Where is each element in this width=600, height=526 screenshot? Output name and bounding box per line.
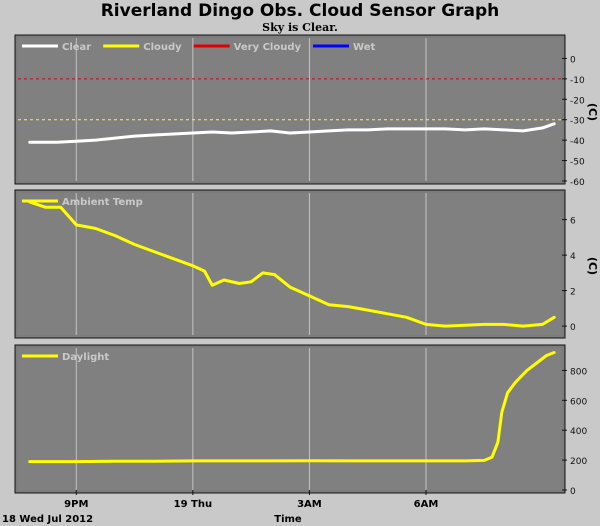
x-tick-labels: 9PM 19 Thu 3AM 6AM: [64, 490, 438, 510]
legend: Clear Cloudy Very Cloudy Wet: [22, 42, 375, 53]
y-tick-label: -60: [570, 178, 585, 188]
y-tick-label: 0: [570, 487, 576, 497]
x-tick-label: 9PM: [64, 499, 88, 510]
y-tick-labels: 0 -10 -20 -30 -40 -50 -60: [562, 55, 585, 188]
legend-label: Daylight: [62, 352, 109, 363]
y-tick-label: 0: [570, 323, 576, 333]
y-tick-labels: 0 2 4 6: [562, 217, 576, 333]
series-line: [28, 122, 556, 144]
legend-label: Clear: [62, 42, 91, 53]
series-lines: [28, 200, 556, 328]
x-axis-label: Time: [274, 514, 302, 525]
y-axis-label: (C): [586, 103, 599, 121]
series-lines: [28, 351, 556, 464]
y-tick-label: -30: [570, 117, 585, 127]
legend-label: Wet: [353, 42, 375, 53]
y-tick-label: -20: [570, 96, 585, 106]
ambient-temp-panel: Ambient Temp 0 2 4 6 (C): [14, 189, 599, 339]
page-title: Riverland Dingo Obs. Cloud Sensor Graph: [100, 1, 500, 21]
series-line: [28, 200, 556, 328]
y-tick-label: 4: [570, 252, 576, 262]
daylight-panel: Daylight 0 200 400 600 800: [14, 344, 587, 497]
x-tick-label: 3AM: [297, 499, 322, 510]
y-axis-label: (C): [586, 257, 599, 275]
y-tick-label: 400: [570, 427, 587, 437]
y-tick-labels: 0 200 400 600 800: [562, 367, 587, 497]
legend-label: Ambient Temp: [62, 197, 143, 208]
series-line: [28, 351, 556, 464]
y-tick-label: 2: [570, 288, 576, 298]
legend: Ambient Temp: [22, 197, 143, 208]
footer-date: 18 Wed Jul 2012: [2, 514, 93, 525]
grid-lines: [75, 193, 427, 335]
y-tick-label: 6: [570, 217, 576, 227]
y-tick-label: 800: [570, 367, 587, 377]
y-tick-label: -40: [570, 137, 585, 147]
legend-label: Very Cloudy: [234, 42, 302, 53]
series-lines: [28, 122, 556, 144]
grid-lines: [75, 348, 427, 490]
legend: Daylight: [22, 352, 109, 363]
y-tick-label: -50: [570, 158, 585, 168]
x-tick-label: 19 Thu: [174, 499, 212, 510]
legend-label: Cloudy: [143, 42, 182, 53]
threshold-lines: [18, 78, 562, 121]
plot-area: [18, 193, 562, 335]
cloud-sensor-panel: Clear Cloudy Very Cloudy Wet 0 -10 -20 -30 -40 -…: [14, 34, 599, 188]
page-subtitle: Sky is Clear.: [262, 21, 338, 34]
grid-lines: [75, 38, 427, 181]
y-tick-label: -10: [570, 76, 585, 86]
y-tick-label: 200: [570, 457, 587, 467]
plot-area: [18, 38, 562, 181]
x-tick-label: 6AM: [414, 499, 439, 510]
y-tick-label: 0: [570, 55, 576, 65]
y-tick-label: 600: [570, 397, 587, 407]
plot-area: [18, 348, 562, 490]
